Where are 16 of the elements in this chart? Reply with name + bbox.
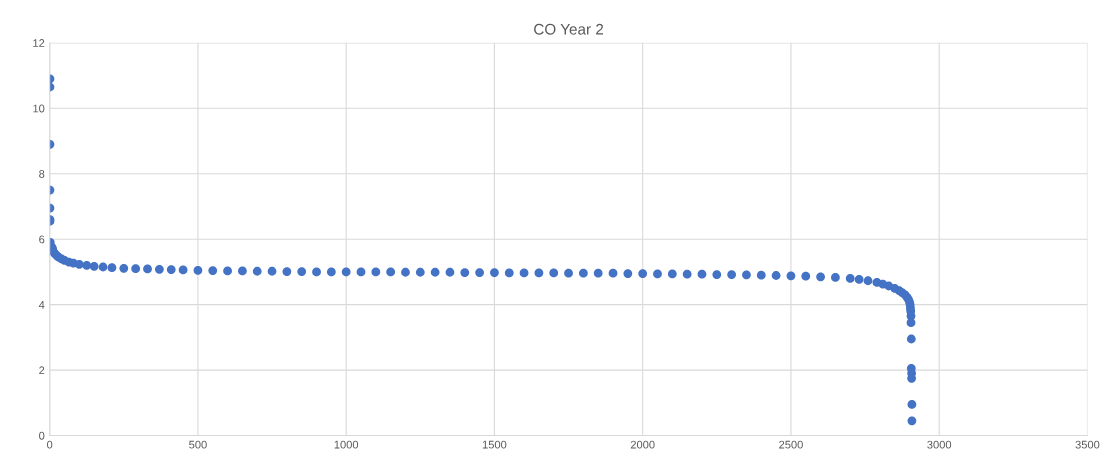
y-tick-label: 4: [38, 301, 45, 309]
x-tick-label: 0: [47, 440, 53, 449]
y-tick-label: 12: [33, 39, 45, 47]
x-tick-label: 3500: [1075, 440, 1100, 449]
x-tick-label: 1000: [334, 440, 359, 449]
x-tick-label: 3000: [927, 440, 952, 449]
x-tick-label: 2000: [630, 440, 655, 449]
y-tick-label: 0: [39, 431, 45, 440]
x-tick-label: 1500: [482, 440, 507, 449]
chart-title: CO Year 2: [534, 23, 604, 35]
x-tick-label: 2500: [779, 440, 803, 449]
y-tick-label: 8: [39, 170, 45, 178]
x-tick-label: 500: [189, 440, 207, 449]
y-tick-label: 6: [39, 235, 45, 244]
y-tick-label: 2: [39, 366, 45, 375]
y-tick-label: 10: [33, 104, 45, 113]
